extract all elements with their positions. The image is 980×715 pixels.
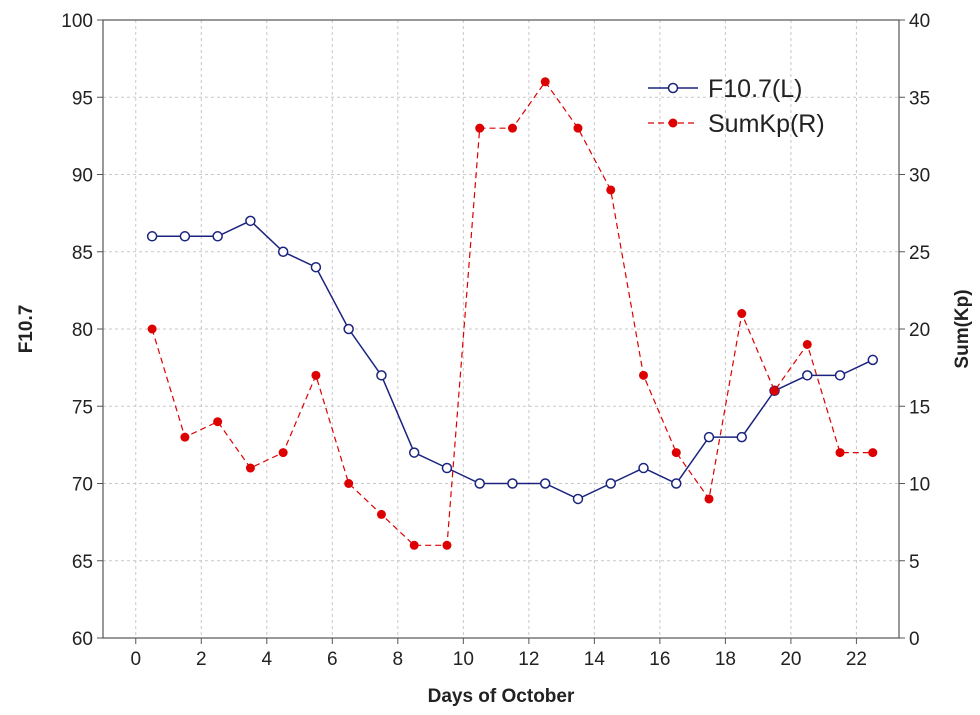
series-f107-point bbox=[310, 261, 322, 273]
series-sumkp-point bbox=[409, 540, 419, 550]
series-f107-point bbox=[376, 370, 387, 381]
series-group bbox=[146, 77, 879, 550]
right-tick-label: 15 bbox=[909, 397, 930, 418]
series-sumkp-point bbox=[606, 185, 616, 195]
right-tick-label: 5 bbox=[909, 552, 920, 573]
left-tick-label: 60 bbox=[72, 629, 93, 650]
right-tick-label: 10 bbox=[909, 475, 930, 496]
series-f107-point bbox=[212, 231, 223, 242]
series-sumkp-point bbox=[344, 479, 354, 488]
x-tick-label: 0 bbox=[130, 649, 141, 670]
series-sumkp-point bbox=[507, 123, 517, 133]
left-tick-label: 85 bbox=[72, 243, 93, 264]
legend-f107-label: F10.7(L) bbox=[708, 75, 802, 103]
series-sumkp-point bbox=[442, 540, 452, 550]
series-f107-point bbox=[671, 478, 682, 489]
right-tick-label: 25 bbox=[909, 243, 930, 264]
legend-entry-sumkp: SumKp(R) bbox=[648, 110, 825, 138]
x-tick-label: 2 bbox=[196, 649, 207, 670]
series-f107-point bbox=[605, 478, 616, 489]
series-sumkp-point bbox=[540, 77, 550, 87]
series-f107-point bbox=[802, 370, 813, 381]
series-sumkp-point bbox=[868, 448, 878, 458]
series-sumkp-point bbox=[770, 386, 780, 396]
right-tick-label: 35 bbox=[909, 88, 930, 109]
x-tick-label: 4 bbox=[261, 649, 272, 670]
series-sumkp-point bbox=[311, 370, 321, 380]
left-tick-label: 80 bbox=[72, 320, 93, 341]
series-f107-point bbox=[245, 215, 256, 227]
x-tick-label: 6 bbox=[327, 649, 338, 670]
axis-ticks: 0 2 4 6 8 10 12 14 16 18 20 22 60 65 70 75 80 85 90 95 100 0 5… bbox=[61, 11, 930, 670]
right-tick-label: 40 bbox=[909, 11, 930, 32]
series-sumkp-point bbox=[376, 509, 386, 519]
left-tick-label: 95 bbox=[72, 88, 93, 109]
x-tick-label: 8 bbox=[393, 649, 404, 670]
x-tick-label: 12 bbox=[518, 649, 539, 670]
series-f107-point bbox=[277, 246, 289, 257]
series-sumkp-point bbox=[835, 448, 845, 458]
series-f107-point bbox=[834, 370, 846, 381]
series-sumkp-point bbox=[802, 339, 812, 349]
series-f107-point bbox=[179, 231, 191, 242]
x-tick-label: 14 bbox=[584, 649, 606, 670]
series-f107-point bbox=[539, 478, 551, 489]
right-tick-label: 20 bbox=[909, 320, 930, 341]
series-f107-point bbox=[638, 462, 649, 474]
series-f107-point bbox=[146, 231, 158, 242]
x-tick-label: 16 bbox=[649, 649, 670, 670]
left-axis-title: F10.7 bbox=[16, 305, 37, 354]
legend-sumkp-label: SumKp(R) bbox=[708, 110, 825, 138]
series-sumkp-point bbox=[213, 417, 223, 427]
series-f107-point bbox=[507, 478, 518, 489]
series-sumkp-point bbox=[573, 123, 583, 133]
series-f107-point bbox=[703, 431, 715, 443]
left-tick-label: 65 bbox=[72, 552, 93, 573]
series-f107-point bbox=[572, 493, 584, 505]
series-f107-point bbox=[408, 447, 420, 458]
series-sumkp-line bbox=[151, 80, 873, 546]
x-axis-title: Days of October bbox=[428, 686, 575, 707]
series-sumkp-point bbox=[147, 324, 157, 334]
x-tick-label: 20 bbox=[780, 649, 801, 670]
series-f107-point bbox=[474, 478, 485, 489]
series-f107-line bbox=[152, 219, 874, 500]
series-sumkp-point bbox=[671, 448, 681, 458]
x-tick-label: 22 bbox=[846, 649, 867, 670]
left-tick-label: 100 bbox=[61, 11, 93, 32]
series-sumkp-point bbox=[245, 463, 255, 473]
legend-sumkp-marker bbox=[668, 118, 678, 128]
series-sumkp-point bbox=[638, 370, 648, 380]
left-tick-label: 70 bbox=[72, 475, 93, 496]
series-f107-point bbox=[343, 323, 354, 335]
series-f107-point bbox=[441, 462, 453, 474]
legend: F10.7(L) SumKp(R) bbox=[648, 75, 825, 138]
x-tick-label: 18 bbox=[715, 649, 736, 670]
right-tick-label: 30 bbox=[909, 166, 930, 187]
series-sumkp-point bbox=[180, 432, 190, 442]
series-f107-point bbox=[736, 431, 748, 443]
right-axis-title: Sum(Kp) bbox=[952, 289, 973, 368]
left-tick-label: 75 bbox=[72, 397, 93, 418]
x-tick-label: 10 bbox=[453, 649, 474, 670]
series-sumkp-point bbox=[475, 123, 485, 133]
series-sumkp-point bbox=[278, 448, 288, 458]
series-sumkp-point bbox=[704, 494, 714, 504]
left-tick-label: 90 bbox=[72, 166, 93, 187]
legend-f107-marker bbox=[667, 82, 679, 94]
series-f107-point bbox=[867, 354, 879, 366]
legend-entry-f107: F10.7(L) bbox=[648, 75, 802, 103]
series-sumkp-point bbox=[737, 309, 747, 319]
right-tick-label: 0 bbox=[909, 629, 920, 650]
